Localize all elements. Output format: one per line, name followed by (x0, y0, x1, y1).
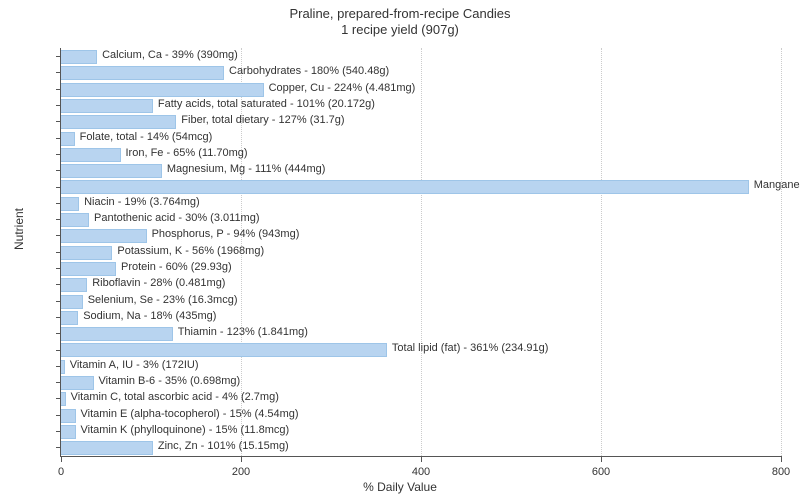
bar (61, 392, 66, 406)
bar-label: Iron, Fe - 65% (11.70mg) (126, 147, 248, 159)
bar-row: Magnesium, Mg - 111% (444mg) (61, 162, 781, 178)
x-tick (241, 456, 242, 462)
bar-label: Thiamin - 123% (1.841mg) (178, 326, 308, 338)
x-tick (61, 456, 62, 462)
bar-row: Vitamin C, total ascorbic acid - 4% (2.7… (61, 390, 781, 406)
bar-row: Pantothenic acid - 30% (3.011mg) (61, 211, 781, 227)
bar-label: Protein - 60% (29.93g) (121, 261, 232, 273)
bar-label: Potassium, K - 56% (1968mg) (117, 245, 264, 257)
bar-label: Vitamin A, IU - 3% (172IU) (70, 359, 199, 371)
bar-row: Riboflavin - 28% (0.481mg) (61, 276, 781, 292)
bar-label: Sodium, Na - 18% (435mg) (83, 310, 216, 322)
bar (61, 376, 94, 390)
bar-row: Vitamin K (phylloquinone) - 15% (11.8mcg… (61, 423, 781, 439)
x-tick (421, 456, 422, 462)
chart-title-line2: 1 recipe yield (907g) (0, 22, 800, 37)
chart-title-line1: Praline, prepared-from-recipe Candies (0, 6, 800, 21)
x-tick-label: 0 (58, 466, 64, 478)
bar (61, 148, 121, 162)
bar-row: Thiamin - 123% (1.841mg) (61, 325, 781, 341)
bar (61, 278, 87, 292)
bar-row: Manganese, Mn - 763% (15.256mg) (61, 178, 781, 194)
bar-label: Riboflavin - 28% (0.481mg) (92, 277, 225, 289)
bar-label: Total lipid (fat) - 361% (234.91g) (392, 342, 549, 354)
bar (61, 343, 387, 357)
bar-label: Zinc, Zn - 101% (15.15mg) (158, 440, 289, 452)
bar-row: Calcium, Ca - 39% (390mg) (61, 48, 781, 64)
bar-row: Fiber, total dietary - 127% (31.7g) (61, 113, 781, 129)
x-tick-label: 400 (412, 466, 430, 478)
bar-row: Niacin - 19% (3.764mg) (61, 195, 781, 211)
bar-label: Vitamin C, total ascorbic acid - 4% (2.7… (71, 391, 279, 403)
bar-row: Carbohydrates - 180% (540.48g) (61, 64, 781, 80)
bar (61, 327, 173, 341)
bar-row: Vitamin E (alpha-tocopherol) - 15% (4.54… (61, 407, 781, 423)
bar-row: Potassium, K - 56% (1968mg) (61, 244, 781, 260)
bar (61, 180, 749, 194)
y-axis-label: Nutrient (12, 208, 26, 250)
bar (61, 164, 162, 178)
bar-label: Selenium, Se - 23% (16.3mcg) (88, 294, 238, 306)
bar (61, 311, 78, 325)
bar-row: Vitamin A, IU - 3% (172IU) (61, 358, 781, 374)
x-tick-label: 800 (772, 466, 790, 478)
bar-row: Total lipid (fat) - 361% (234.91g) (61, 341, 781, 357)
bar-label: Copper, Cu - 224% (4.481mg) (269, 82, 416, 94)
bar-label: Vitamin E (alpha-tocopherol) - 15% (4.54… (81, 408, 299, 420)
bar-row: Phosphorus, P - 94% (943mg) (61, 227, 781, 243)
x-tick (781, 456, 782, 462)
bar-label: Vitamin K (phylloquinone) - 15% (11.8mcg… (81, 424, 290, 436)
bar (61, 409, 76, 423)
bar (61, 115, 176, 129)
x-tick-label: 200 (232, 466, 250, 478)
bar-label: Fatty acids, total saturated - 101% (20.… (158, 98, 375, 110)
bar-row: Iron, Fe - 65% (11.70mg) (61, 146, 781, 162)
bar (61, 425, 76, 439)
bar-row: Sodium, Na - 18% (435mg) (61, 309, 781, 325)
bar-row: Protein - 60% (29.93g) (61, 260, 781, 276)
x-axis-label: % Daily Value (0, 480, 800, 494)
bar (61, 83, 264, 97)
bar-row: Folate, total - 14% (54mcg) (61, 130, 781, 146)
x-tick-label: 600 (592, 466, 610, 478)
bar (61, 66, 224, 80)
bar-label: Carbohydrates - 180% (540.48g) (229, 65, 389, 77)
bar-label: Vitamin B-6 - 35% (0.698mg) (99, 375, 241, 387)
bar-label: Magnesium, Mg - 111% (444mg) (167, 163, 326, 175)
plot-area: 0200400600800Calcium, Ca - 39% (390mg)Ca… (60, 48, 781, 457)
bar (61, 360, 65, 374)
bar (61, 441, 153, 455)
bar (61, 295, 83, 309)
bar-label: Manganese, Mn - 763% (15.256mg) (754, 179, 800, 191)
bar-row: Zinc, Zn - 101% (15.15mg) (61, 439, 781, 455)
bar-label: Fiber, total dietary - 127% (31.7g) (181, 114, 344, 126)
x-tick (601, 456, 602, 462)
bar-row: Selenium, Se - 23% (16.3mcg) (61, 293, 781, 309)
gridline (781, 48, 782, 456)
bar-label: Pantothenic acid - 30% (3.011mg) (94, 212, 260, 224)
bar (61, 50, 97, 64)
bar (61, 197, 79, 211)
bar-row: Copper, Cu - 224% (4.481mg) (61, 81, 781, 97)
bar-row: Fatty acids, total saturated - 101% (20.… (61, 97, 781, 113)
nutrient-bar-chart: Praline, prepared-from-recipe Candies 1 … (0, 0, 800, 500)
bar (61, 213, 89, 227)
bar-label: Niacin - 19% (3.764mg) (84, 196, 200, 208)
bar (61, 246, 112, 260)
bar-row: Vitamin B-6 - 35% (0.698mg) (61, 374, 781, 390)
bar-label: Calcium, Ca - 39% (390mg) (102, 49, 238, 61)
bar (61, 262, 116, 276)
bar (61, 229, 147, 243)
bar-label: Phosphorus, P - 94% (943mg) (152, 228, 300, 240)
bar-label: Folate, total - 14% (54mcg) (80, 131, 213, 143)
bar (61, 99, 153, 113)
bar (61, 132, 75, 146)
